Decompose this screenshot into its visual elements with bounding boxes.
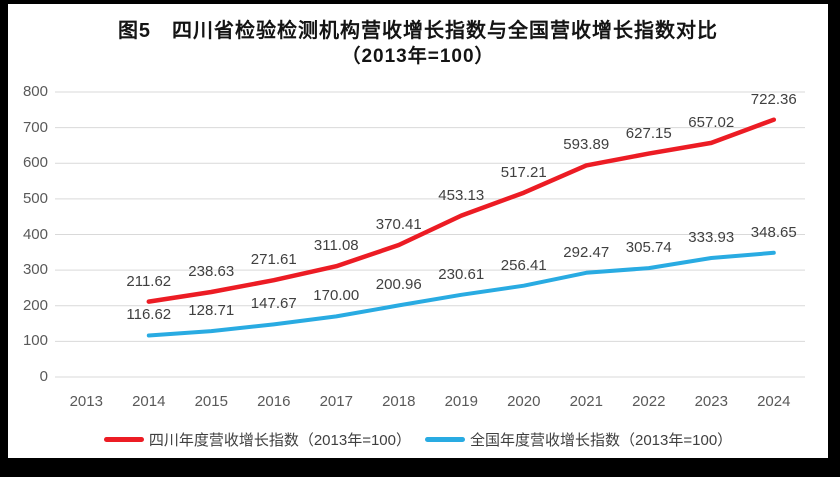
data-label-series-1: 147.67: [250, 295, 297, 313]
data-label-series-0: 722.36: [750, 90, 797, 108]
x-tick-label: 2020: [507, 393, 541, 410]
legend-label-sichuan: 四川年度营收增长指数（2013年=100）: [148, 432, 411, 449]
y-tick-label: 700: [22, 118, 48, 136]
legend: 四川年度营收增长指数（2013年=100） 全国年度营收增长指数（2013年=1…: [8, 429, 828, 450]
series-line-1: [146, 250, 776, 338]
data-label-series-1: 200.96: [375, 276, 422, 294]
data-label-series-1: 333.93: [688, 229, 735, 247]
data-label-series-1: 230.61: [438, 265, 485, 283]
y-tick-label: 100: [22, 332, 48, 350]
data-label-series-1: 128.71: [188, 302, 235, 320]
series-line-0: [146, 117, 777, 304]
x-tick-label: 2013: [69, 393, 103, 410]
plot-area: 0 100 200 300 400 500 600 700 800 2013 2014 2015 201…: [8, 4, 828, 458]
data-label-series-1: 256.41: [500, 256, 547, 274]
data-label-series-0: 238.63: [188, 262, 235, 280]
legend-line-swatch-national: [425, 437, 465, 442]
x-tick-label: 2015: [194, 393, 228, 410]
y-tick-label: 600: [22, 154, 48, 172]
data-label-series-0: 311.08: [313, 237, 359, 255]
data-label-series-0: 517.21: [500, 163, 547, 181]
x-tick-label: 2016: [257, 393, 291, 410]
x-tick-label: 2021: [569, 393, 603, 410]
legend-line-swatch-sichuan: [103, 437, 144, 442]
chart-canvas: [55, 91, 805, 378]
chart-title: 图5 四川省检验检测机构营收增长指数与全国营收增长指数对比: [117, 20, 719, 42]
legend-item-national: 全国年度营收增长指数（2013年=100）: [425, 429, 732, 450]
x-tick-label: 2024: [757, 393, 791, 410]
x-tick-label: 2019: [444, 393, 478, 410]
data-label-series-0: 271.61: [250, 251, 297, 269]
chart-subtitle: （2013年=100）: [341, 46, 495, 67]
chart-frame: 图5 四川省检验检测机构营收增长指数与全国营收增长指数对比 （2013年=100…: [8, 4, 828, 458]
x-tick-label: 2023: [694, 393, 728, 410]
data-label-series-1: 170.00: [313, 287, 360, 305]
y-tick-label: 0: [39, 368, 48, 385]
x-tick-label: 2022: [632, 393, 666, 410]
data-label-series-1: 348.65: [750, 223, 797, 241]
x-tick-label: 2017: [319, 393, 353, 410]
legend-item-sichuan: 四川年度营收增长指数（2013年=100）: [103, 429, 411, 450]
data-label-series-0: 211.62: [126, 272, 172, 290]
data-label-series-1: 116.62: [126, 306, 172, 324]
data-label-series-0: 593.89: [563, 136, 610, 154]
data-label-series-0: 370.41: [375, 216, 422, 234]
y-tick-label: 300: [22, 261, 48, 279]
x-tick-label: 2018: [382, 393, 416, 410]
y-tick-label: 800: [22, 83, 48, 100]
y-tick-label: 500: [22, 189, 48, 207]
y-tick-label: 200: [22, 296, 48, 314]
data-label-series-1: 305.74: [625, 239, 672, 257]
data-label-series-0: 453.13: [438, 186, 485, 204]
data-label-series-0: 657.02: [688, 113, 735, 131]
y-tick-label: 400: [22, 225, 48, 243]
legend-label-national: 全国年度营收增长指数（2013年=100）: [470, 432, 733, 449]
data-label-series-1: 292.47: [563, 243, 610, 261]
x-tick-label: 2014: [132, 393, 166, 410]
data-label-series-0: 627.15: [625, 124, 672, 142]
